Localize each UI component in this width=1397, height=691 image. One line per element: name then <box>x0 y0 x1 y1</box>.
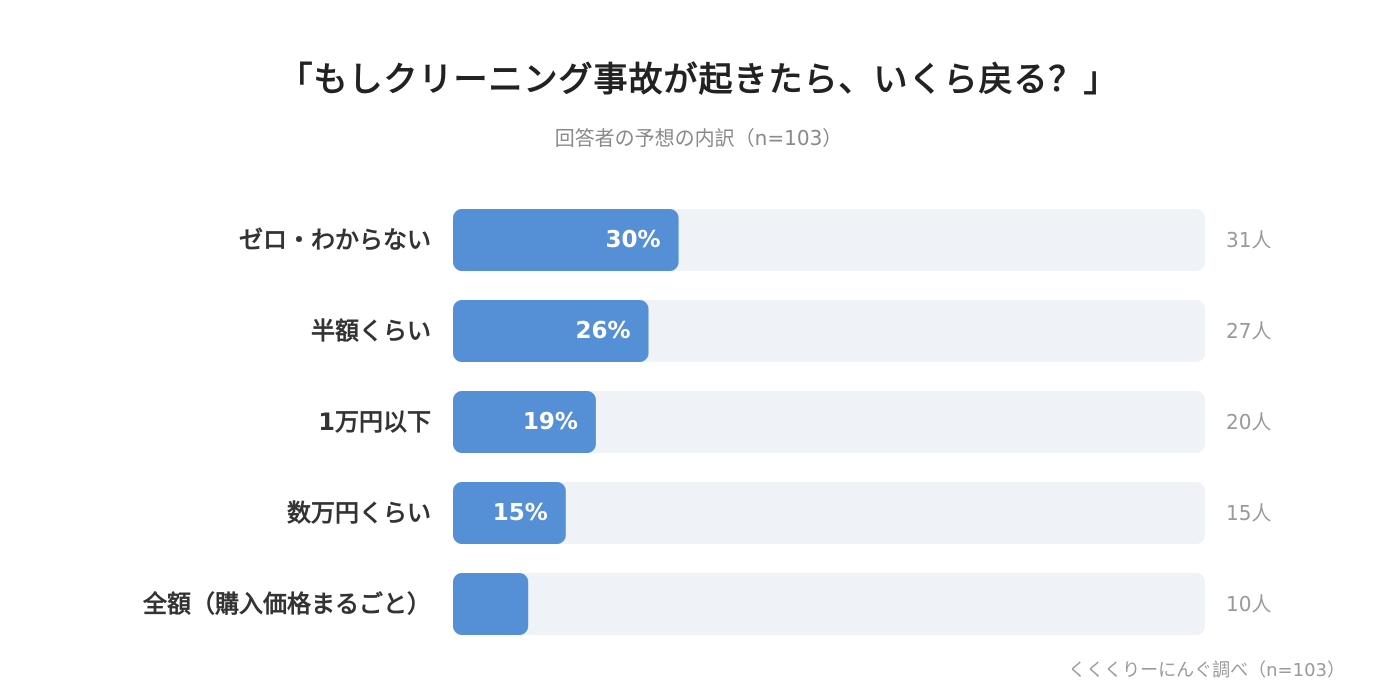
chart-title: 「もしクリーニング事故が起きたら、いくら戻る？」 <box>278 60 1119 100</box>
bar-track <box>453 573 1205 635</box>
count-label: 27人 <box>1226 319 1271 343</box>
category-label: 全額（購入価格まるごと） <box>142 590 431 618</box>
bar <box>453 209 679 271</box>
value-label: 26% <box>575 318 630 344</box>
count-label: 20人 <box>1226 410 1271 434</box>
bar <box>453 573 529 635</box>
value-label: 19% <box>523 409 578 435</box>
bar-track <box>453 482 1205 544</box>
category-label: ゼロ・わからない <box>239 226 431 254</box>
bar-track <box>453 391 1205 453</box>
category-label: 半額くらい <box>311 317 431 345</box>
count-label: 10人 <box>1226 592 1271 616</box>
count-label: 31人 <box>1226 228 1271 252</box>
bar <box>453 391 596 453</box>
value-label: 15% <box>493 500 548 526</box>
count-label: 15人 <box>1226 501 1271 525</box>
source-note: くくくりーにんぐ調べ（n=103） <box>1068 660 1345 681</box>
category-label: 数万円くらい <box>287 499 431 527</box>
chart-subtitle: 回答者の予想の内訳（n=103） <box>554 126 843 150</box>
category-label: 1万円以下 <box>318 408 431 436</box>
value-label: 30% <box>606 227 661 253</box>
bar <box>453 482 566 544</box>
bar <box>453 300 649 362</box>
